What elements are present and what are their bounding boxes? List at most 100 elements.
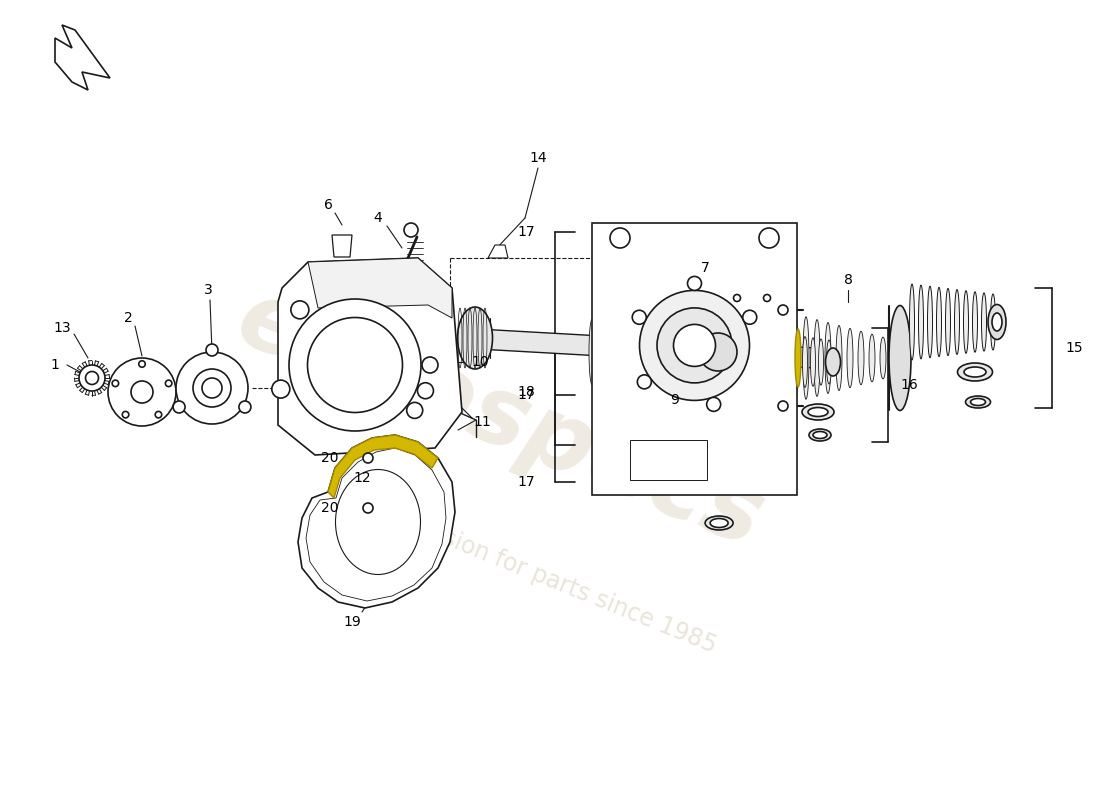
Text: 12: 12	[353, 471, 371, 485]
Ellipse shape	[418, 382, 433, 398]
Ellipse shape	[202, 378, 222, 398]
Ellipse shape	[889, 306, 911, 410]
Ellipse shape	[964, 367, 986, 377]
Ellipse shape	[814, 320, 820, 396]
Ellipse shape	[957, 363, 992, 381]
Text: 18: 18	[517, 385, 535, 399]
Ellipse shape	[613, 323, 619, 381]
Text: 4: 4	[374, 211, 383, 225]
Ellipse shape	[992, 313, 1002, 331]
Ellipse shape	[192, 369, 231, 407]
Ellipse shape	[173, 401, 185, 413]
Text: 7: 7	[701, 261, 710, 275]
Text: a passion for parts since 1985: a passion for parts since 1985	[379, 502, 720, 658]
Ellipse shape	[970, 398, 986, 406]
Ellipse shape	[637, 326, 644, 377]
Ellipse shape	[964, 290, 968, 354]
Text: 14: 14	[529, 151, 547, 165]
Ellipse shape	[770, 308, 776, 408]
Ellipse shape	[206, 344, 218, 356]
Ellipse shape	[176, 352, 248, 424]
Ellipse shape	[869, 334, 874, 382]
Polygon shape	[332, 235, 352, 257]
Ellipse shape	[112, 380, 119, 386]
Ellipse shape	[601, 322, 607, 382]
Ellipse shape	[637, 375, 651, 389]
Ellipse shape	[705, 516, 733, 530]
Ellipse shape	[880, 337, 886, 379]
Ellipse shape	[458, 307, 493, 369]
Ellipse shape	[610, 228, 630, 248]
Ellipse shape	[795, 329, 801, 387]
Ellipse shape	[272, 380, 289, 398]
Ellipse shape	[711, 518, 728, 527]
Text: 16: 16	[900, 378, 917, 392]
Ellipse shape	[891, 340, 896, 376]
Ellipse shape	[290, 301, 309, 319]
Ellipse shape	[836, 326, 842, 390]
Ellipse shape	[778, 305, 788, 315]
Ellipse shape	[691, 325, 746, 379]
Text: 13: 13	[53, 321, 70, 335]
Ellipse shape	[688, 276, 702, 290]
Ellipse shape	[808, 429, 830, 441]
Ellipse shape	[825, 322, 830, 394]
Polygon shape	[630, 440, 707, 480]
Ellipse shape	[79, 365, 104, 391]
Ellipse shape	[155, 411, 162, 418]
Ellipse shape	[363, 453, 373, 463]
Polygon shape	[727, 288, 777, 308]
Ellipse shape	[685, 334, 691, 370]
Polygon shape	[460, 328, 815, 368]
Ellipse shape	[86, 371, 99, 385]
Ellipse shape	[698, 333, 737, 371]
Text: 10: 10	[471, 355, 488, 369]
Ellipse shape	[858, 331, 864, 385]
Ellipse shape	[826, 340, 832, 384]
Ellipse shape	[363, 503, 373, 513]
Ellipse shape	[588, 319, 595, 384]
Ellipse shape	[661, 330, 667, 374]
Ellipse shape	[632, 310, 647, 324]
Ellipse shape	[936, 287, 942, 357]
Ellipse shape	[734, 294, 740, 302]
Polygon shape	[55, 25, 110, 90]
Ellipse shape	[763, 294, 770, 302]
Ellipse shape	[289, 299, 421, 431]
Polygon shape	[328, 435, 438, 498]
Ellipse shape	[139, 361, 145, 367]
Text: 6: 6	[323, 198, 332, 212]
Text: 2: 2	[123, 311, 132, 325]
Ellipse shape	[818, 339, 824, 385]
Ellipse shape	[910, 284, 914, 360]
Text: 17: 17	[517, 388, 535, 402]
Ellipse shape	[422, 357, 438, 373]
Text: eurospecs: eurospecs	[223, 272, 777, 568]
Ellipse shape	[988, 305, 1007, 339]
Text: 11: 11	[473, 415, 491, 429]
Ellipse shape	[404, 223, 418, 237]
Ellipse shape	[813, 431, 827, 438]
Ellipse shape	[165, 380, 172, 386]
Ellipse shape	[847, 328, 852, 388]
Text: 15: 15	[1065, 341, 1082, 355]
Ellipse shape	[742, 310, 757, 324]
Ellipse shape	[803, 337, 807, 387]
Ellipse shape	[981, 293, 987, 351]
Ellipse shape	[657, 308, 732, 383]
Text: 20: 20	[320, 451, 338, 465]
Ellipse shape	[673, 332, 679, 372]
Ellipse shape	[972, 292, 978, 352]
Polygon shape	[278, 258, 462, 455]
Text: 8: 8	[844, 273, 852, 287]
Ellipse shape	[792, 314, 798, 402]
Ellipse shape	[778, 401, 788, 411]
Ellipse shape	[794, 335, 800, 389]
Ellipse shape	[966, 396, 990, 408]
Text: 3: 3	[204, 283, 212, 297]
Ellipse shape	[407, 402, 422, 418]
Ellipse shape	[811, 338, 815, 386]
Ellipse shape	[946, 289, 950, 355]
Ellipse shape	[803, 317, 808, 399]
Ellipse shape	[802, 404, 834, 420]
